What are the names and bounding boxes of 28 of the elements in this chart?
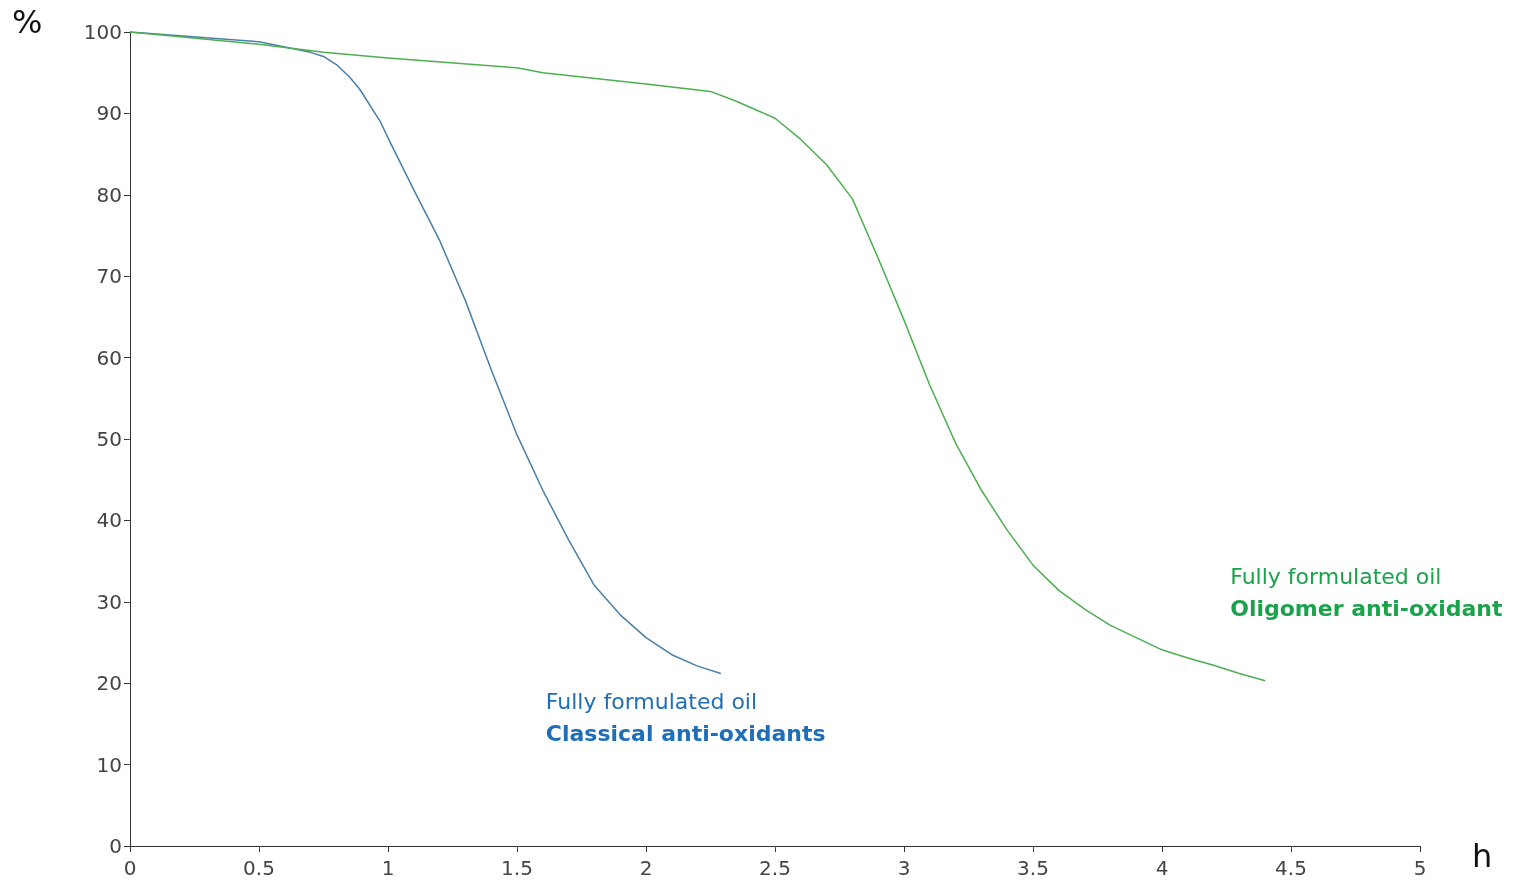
annotation: Oligomer anti-oxidant [1230,596,1503,622]
y-tick-label: 100 [83,20,122,44]
x-tick-label: 0 [123,856,137,880]
annotation: Fully formulated oil [1230,564,1442,590]
x-axis-title: h [1472,837,1493,875]
y-tick-label: 50 [96,427,122,451]
y-tick-label: 20 [96,671,122,696]
y-tick-label: 10 [96,752,122,777]
x-tick-label: 4 [1155,856,1169,880]
y-tick-label: 30 [96,589,122,614]
y-tick-label: 80 [96,182,122,207]
x-tick-label: 1.5 [501,856,533,880]
x-tick-label: 0.5 [243,856,275,880]
y-tick-label: 70 [96,264,122,289]
x-tick-label: 2.5 [759,856,791,880]
x-tick-label: 3.5 [1017,856,1049,880]
x-tick-label: 3 [897,856,911,880]
x-tick-label: 5 [1413,856,1427,880]
y-tick-label: 90 [96,101,122,126]
y-tick-label: 60 [96,345,122,370]
x-tick-label: 4.5 [1275,856,1307,880]
y-tick-label: 0 [109,834,122,858]
y-axis-title: % [12,3,43,41]
y-tick-label: 40 [96,508,122,533]
x-tick-label: 2 [639,856,653,880]
annotation: Fully formulated oil [545,688,758,714]
annotation: Classical anti-oxidants [545,720,826,746]
x-tick-label: 1 [381,856,395,880]
